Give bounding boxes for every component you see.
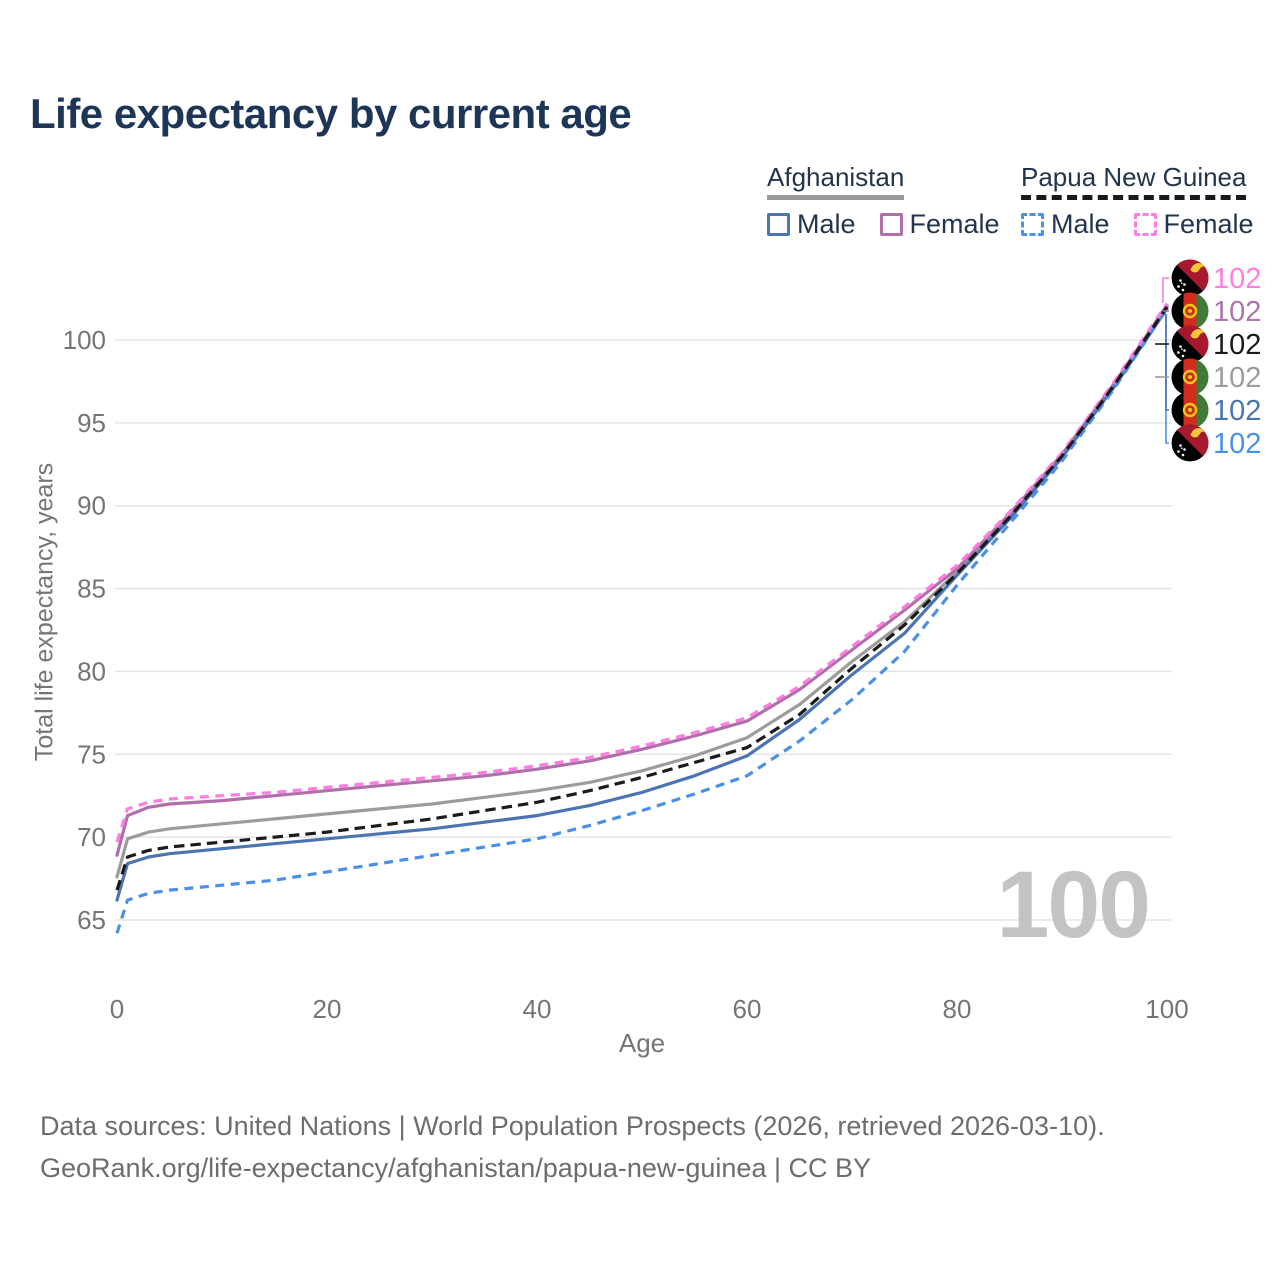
legend-label-afghanistan-male: Male <box>797 208 856 239</box>
legend-toggle-afghanistan-male[interactable]: Male <box>767 209 856 240</box>
x-tick-20: 20 <box>313 994 342 1024</box>
legend-toggle-afghanistan-female[interactable]: Female <box>879 208 1000 240</box>
gridlines <box>115 339 1172 921</box>
flag-icon-papua-new-guinea <box>1171 259 1209 297</box>
x-tick-60: 60 <box>733 994 762 1024</box>
checkbox-papua-new-guinea-female[interactable] <box>1133 212 1157 236</box>
flag-icon-afghanistan <box>1171 391 1209 429</box>
series-line-papua-new-guinea-both-sexes <box>115 306 1169 891</box>
end-label-row-papua-new-guinea-both-sexes: 102 <box>1171 325 1261 363</box>
legend-label-afghanistan-female: Female <box>909 208 1000 239</box>
end-label-leader <box>1162 277 1169 303</box>
x-tick-0: 0 <box>110 994 124 1024</box>
y-tick-95: 95 <box>77 408 106 438</box>
y-axis-tick-labels: 65 70 75 80 85 90 95 100 <box>63 325 106 935</box>
series-line-papua-new-guinea-male <box>115 307 1169 934</box>
checkbox-papua-new-guinea-male[interactable] <box>1021 212 1044 236</box>
y-tick-90: 90 <box>77 491 106 521</box>
legend-toggle-papua-new-guinea-male[interactable]: Male <box>1021 209 1110 240</box>
end-label-value: 102 <box>1213 395 1261 427</box>
end-label-value: 102 <box>1213 362 1261 394</box>
footer-link: GeoRank.org/life-expectancy/afghanistan/… <box>40 1152 872 1183</box>
y-tick-85: 85 <box>77 574 106 604</box>
legend-group-afghanistan: Afghanistan Male Female <box>767 163 1000 240</box>
end-label-value: 102 <box>1213 428 1261 460</box>
series-line-afghanistan-female <box>115 303 1169 857</box>
flag-icon-afghanistan <box>1171 358 1209 396</box>
y-tick-75: 75 <box>77 739 106 769</box>
legend-items-papua-new-guinea: Male Female <box>1021 209 1254 240</box>
x-axis-title: Age <box>618 1028 666 1058</box>
footer-sources: Data sources: United Nations | World Pop… <box>40 1111 1105 1141</box>
y-tick-70: 70 <box>77 822 106 852</box>
checkbox-afghanistan-male[interactable] <box>767 212 790 236</box>
flag-icon-papua-new-guinea <box>1171 424 1209 462</box>
legend-label-papua-new-guinea-female: Female <box>1163 208 1254 239</box>
legend-group-papua-new-guinea: Papua New Guinea Male Female <box>1021 163 1254 240</box>
x-tick-100: 100 <box>1145 994 1188 1024</box>
x-axis-tick-labels: 0 20 40 60 80 100 <box>110 994 1189 1024</box>
footer: Data sources: United Nations | World Pop… <box>40 1106 1105 1190</box>
page-title: Life expectancy by current age <box>30 90 632 137</box>
y-tick-65: 65 <box>77 905 106 935</box>
x-tick-80: 80 <box>943 994 972 1024</box>
checkbox-afghanistan-female[interactable] <box>879 212 903 236</box>
end-label-row-afghanistan-male: 102 <box>1171 391 1261 429</box>
end-label-value: 102 <box>1213 296 1261 328</box>
y-tick-80: 80 <box>77 656 106 686</box>
end-label-value: 102 <box>1213 329 1261 361</box>
end-label-row-papua-new-guinea-male: 102 <box>1171 424 1261 462</box>
x-tick-40: 40 <box>523 994 552 1024</box>
flag-icon-afghanistan <box>1171 292 1209 330</box>
legend-items-afghanistan: Male Female <box>767 209 1000 240</box>
legend-country-papua-new-guinea[interactable]: Papua New Guinea <box>1021 163 1247 200</box>
age-watermark: 100 <box>996 852 1151 958</box>
flag-icon-papua-new-guinea <box>1171 325 1209 363</box>
end-label-row-afghanistan-both-sexes: 102 <box>1171 358 1261 396</box>
series-line-papua-new-guinea-female <box>115 302 1169 843</box>
legend-label-papua-new-guinea-male: Male <box>1051 208 1110 239</box>
end-label-row-afghanistan-female: 102 <box>1171 292 1261 330</box>
series-line-afghanistan-male <box>115 306 1169 902</box>
end-label-leader <box>1165 314 1169 411</box>
legend-toggle-papua-new-guinea-female[interactable]: Female <box>1133 208 1254 240</box>
legend-country-afghanistan[interactable]: Afghanistan <box>767 163 905 200</box>
end-label-value: 102 <box>1213 263 1261 295</box>
y-tick-100: 100 <box>63 325 106 355</box>
series-lines <box>115 302 1169 934</box>
end-label-row-papua-new-guinea-female: 102 <box>1171 259 1261 297</box>
